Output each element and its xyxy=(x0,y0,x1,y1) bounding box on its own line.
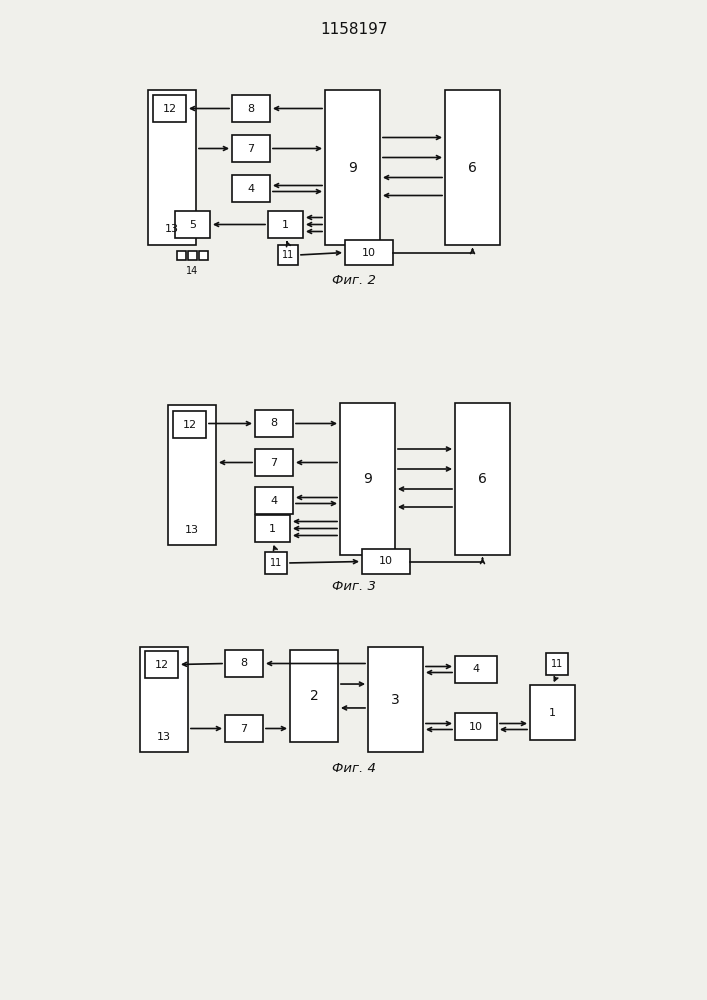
Text: 11: 11 xyxy=(270,558,282,568)
Bar xyxy=(546,653,568,675)
Bar xyxy=(455,656,497,683)
Bar xyxy=(255,410,293,437)
Text: 13: 13 xyxy=(165,224,179,234)
Text: 7: 7 xyxy=(240,724,247,734)
Bar xyxy=(255,449,293,476)
Text: 7: 7 xyxy=(247,143,255,153)
Bar xyxy=(140,647,188,752)
Text: 4: 4 xyxy=(472,664,479,674)
Text: Фиг. 4: Фиг. 4 xyxy=(332,762,376,774)
Text: 6: 6 xyxy=(478,472,487,486)
Text: 12: 12 xyxy=(163,104,177,113)
Text: 9: 9 xyxy=(363,472,372,486)
Bar xyxy=(225,715,263,742)
Text: 7: 7 xyxy=(271,458,278,468)
Bar xyxy=(455,713,497,740)
Text: 1: 1 xyxy=(282,220,289,230)
Bar xyxy=(199,251,208,260)
Text: 4: 4 xyxy=(247,184,255,194)
Bar xyxy=(530,685,575,740)
Bar xyxy=(340,403,395,555)
Text: 11: 11 xyxy=(282,250,294,260)
Bar xyxy=(173,411,206,438)
Bar xyxy=(255,515,290,542)
Text: 10: 10 xyxy=(362,247,376,257)
Bar xyxy=(265,552,287,574)
Text: Фиг. 2: Фиг. 2 xyxy=(332,273,376,286)
Text: 3: 3 xyxy=(391,692,400,706)
Bar xyxy=(177,251,186,260)
Bar xyxy=(175,211,210,238)
Text: 13: 13 xyxy=(157,732,171,742)
Bar xyxy=(368,647,423,752)
Bar xyxy=(232,175,270,202)
Text: 8: 8 xyxy=(247,104,255,113)
Text: 1158197: 1158197 xyxy=(320,22,387,37)
Text: 2: 2 xyxy=(310,689,318,703)
Bar xyxy=(362,549,410,574)
Text: 4: 4 xyxy=(271,495,278,506)
Bar xyxy=(153,95,186,122)
Bar xyxy=(445,90,500,245)
Bar xyxy=(255,487,293,514)
Bar xyxy=(268,211,303,238)
Text: 12: 12 xyxy=(154,660,168,670)
Text: 1: 1 xyxy=(549,708,556,718)
Bar xyxy=(168,405,216,545)
Bar xyxy=(225,650,263,677)
Text: 11: 11 xyxy=(551,659,563,669)
Bar xyxy=(145,651,178,678)
Bar xyxy=(345,240,393,265)
Text: 9: 9 xyxy=(348,160,357,174)
Bar xyxy=(278,245,298,265)
Bar xyxy=(325,90,380,245)
Text: 6: 6 xyxy=(468,160,477,174)
Text: 5: 5 xyxy=(189,220,196,230)
Text: 12: 12 xyxy=(182,420,197,430)
Bar xyxy=(232,95,270,122)
Text: 8: 8 xyxy=(271,418,278,428)
Bar xyxy=(455,403,510,555)
Bar xyxy=(188,251,197,260)
Bar xyxy=(148,90,196,245)
Text: 1: 1 xyxy=(269,524,276,534)
Text: 10: 10 xyxy=(379,556,393,566)
Text: 10: 10 xyxy=(469,722,483,732)
Text: 13: 13 xyxy=(185,525,199,535)
Text: 14: 14 xyxy=(187,266,199,276)
Text: 8: 8 xyxy=(240,658,247,668)
Bar xyxy=(232,135,270,162)
Bar xyxy=(290,650,338,742)
Text: Фиг. 3: Фиг. 3 xyxy=(332,580,376,593)
